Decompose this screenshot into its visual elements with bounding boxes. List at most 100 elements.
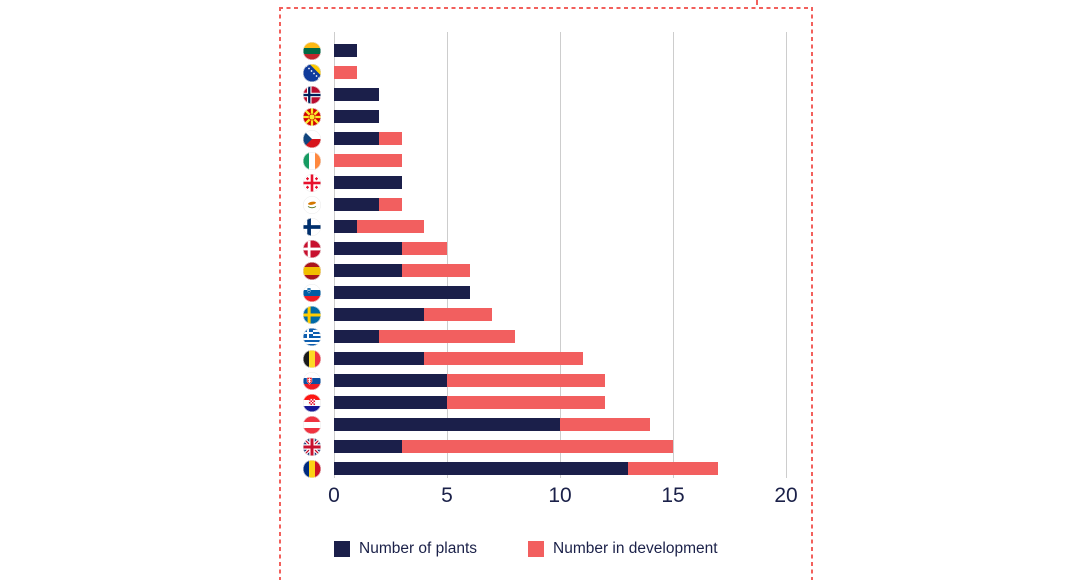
plants-bar-segment [334,374,447,387]
x-axis-tick-label: 5 [441,484,453,507]
x-axis-tick-label: 15 [661,484,685,507]
legend-item-plants: Number of plants [334,540,477,558]
plants-bar-segment [334,88,380,101]
development-bar-segment [447,374,606,387]
flag-romania-icon [303,460,321,478]
chart-row [0,458,1068,480]
stacked-bar [334,198,402,211]
chart-row [0,370,1068,392]
stacked-bar [334,132,402,145]
plants-bar-segment [334,242,402,255]
gridline [447,32,448,478]
plants-bar-segment [334,110,380,123]
stacked-bar [334,418,651,431]
chart-row [0,84,1068,106]
development-bar-segment [424,308,493,321]
stacked-bar [334,440,673,453]
flag-north-macedonia-icon [303,108,321,126]
stacked-bar [334,66,357,79]
x-axis-tick-label: 20 [774,484,798,507]
flag-united-kingdom-icon [303,438,321,456]
chart-row [0,348,1068,370]
flag-greece-icon [303,328,321,346]
plants-bar-segment [334,176,402,189]
gridline [673,32,674,478]
plants-swatch [334,541,350,557]
gridline [560,32,561,478]
development-bar-segment [379,198,402,211]
stacked-bar [334,220,425,233]
chart-row [0,216,1068,238]
stacked-bar [334,154,402,167]
plants-bar-segment [334,220,357,233]
stacked-bar [334,242,447,255]
stacked-bar [334,462,719,475]
chart-row [0,194,1068,216]
plants-bar-segment [334,132,380,145]
plants-bar-segment [334,308,425,321]
stacked-bar [334,352,583,365]
plants-bar-segment [334,440,402,453]
plants-bar-segment [334,286,470,299]
chart-row [0,414,1068,436]
stacked-bar [334,176,402,189]
development-swatch [528,541,544,557]
flag-austria-icon [303,416,321,434]
stacked-bar [334,264,470,277]
x-axis-tick-label: 0 [328,484,340,507]
flag-lithuania-icon [303,42,321,60]
stacked-bar [334,374,606,387]
dashed-border-artifact [756,0,758,5]
chart-row [0,150,1068,172]
development-bar-segment [627,462,719,475]
flag-sweden-icon [303,306,321,324]
flag-spain-icon [303,262,321,280]
chart-row [0,62,1068,84]
stacked-bar [334,88,380,101]
gridline [334,32,335,478]
legend-item-development: Number in development [528,540,718,558]
plants-bar-segment [334,352,425,365]
chart-row [0,436,1068,458]
flag-slovakia-icon [303,372,321,390]
plants-bar-segment [334,418,560,431]
development-bar-segment [560,418,651,431]
flag-cyprus-icon [303,196,321,214]
development-bar-segment [424,352,583,365]
development-bar-segment [401,242,447,255]
chart-row [0,106,1068,128]
plants-bar-segment [334,264,402,277]
chart-row [0,326,1068,348]
development-bar-segment [334,66,357,79]
flag-croatia-icon [303,394,321,412]
development-bar-segment [334,154,402,167]
flag-denmark-icon [303,240,321,258]
plants-bar-segment [334,462,628,475]
chart-row [0,172,1068,194]
stacked-bar [334,110,380,123]
development-bar-segment [447,396,606,409]
stacked-bar [334,330,515,343]
development-bar-segment [401,264,470,277]
stacked-bar [334,286,470,299]
chart-row [0,304,1068,326]
chart-row [0,392,1068,414]
stacked-bar [334,308,493,321]
chart-row [0,40,1068,62]
plants-bar-segment [334,44,357,57]
flag-norway-icon [303,86,321,104]
chart-row [0,128,1068,150]
flag-slovenia-icon [303,284,321,302]
plants-bar-segment [334,198,380,211]
plants-legend-label: Number of plants [359,540,478,557]
x-axis-tick-label: 10 [548,484,572,507]
dashed-border-top [279,7,813,9]
development-bar-segment [379,132,402,145]
plants-bar-segment [334,330,380,343]
flag-bosnia-and-herzegovina-icon [303,64,321,82]
development-legend-label: Number in development [553,540,718,557]
flag-finland-icon [303,218,321,236]
chart-row [0,238,1068,260]
flag-ireland-icon [303,152,321,170]
